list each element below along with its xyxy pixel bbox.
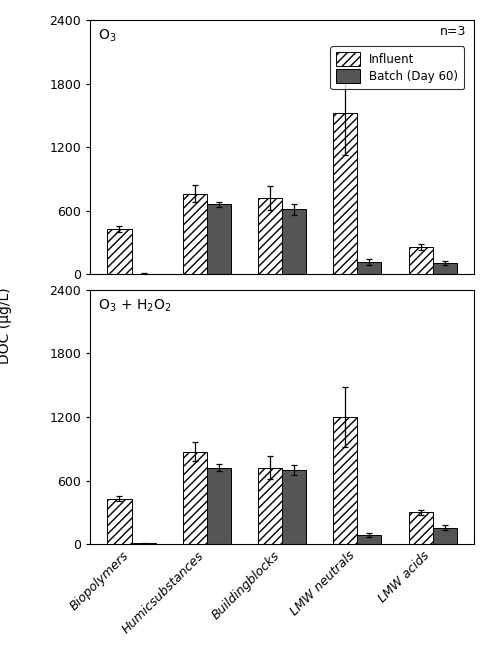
Bar [206,204,230,275]
Text: O$_3$: O$_3$ [98,27,116,44]
Bar [131,273,155,275]
Bar [332,113,357,275]
Bar [282,209,305,275]
Bar [183,452,206,544]
Bar [357,262,381,275]
Text: DOC (μg/L): DOC (μg/L) [0,287,12,364]
Bar [258,198,282,275]
Bar [258,468,282,544]
Bar [107,499,131,544]
Bar [407,512,432,544]
Bar [332,417,357,544]
Bar [107,229,131,275]
Legend: Influent, Batch (Day 60): Influent, Batch (Day 60) [330,46,463,89]
Bar [206,468,230,544]
Text: n=3: n=3 [439,25,466,38]
Text: O$_3$ + H$_2$O$_2$: O$_3$ + H$_2$O$_2$ [98,298,171,314]
Bar [432,263,456,275]
Bar [282,470,305,544]
Bar [432,528,456,544]
Bar [407,247,432,275]
Bar [183,194,206,275]
Bar [357,535,381,544]
